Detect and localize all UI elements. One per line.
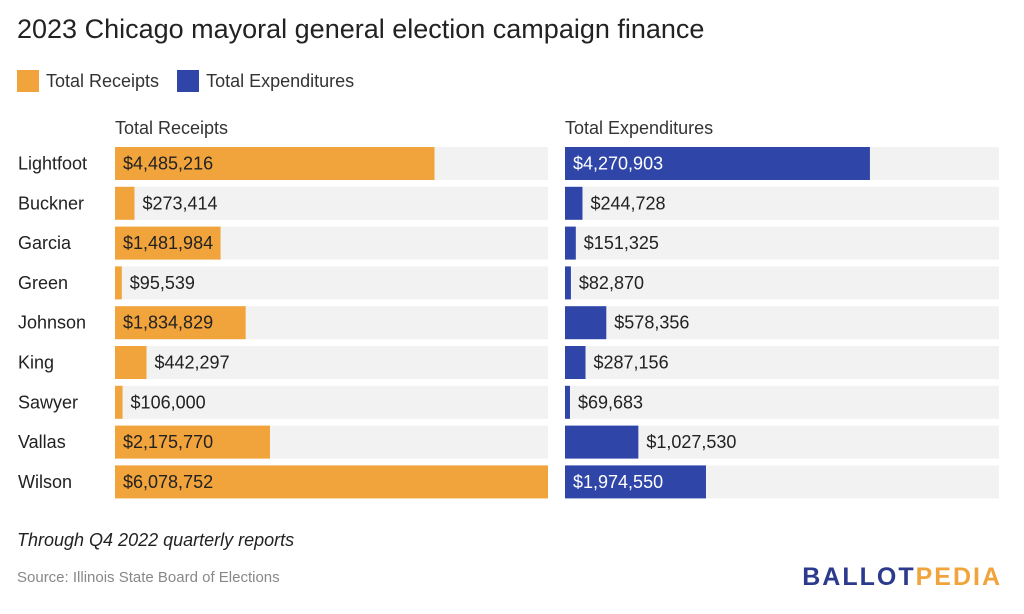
bar	[115, 226, 221, 260]
bar	[565, 226, 576, 260]
legend-label-receipts: Total Receipts	[46, 70, 160, 91]
category-label: King	[18, 353, 54, 373]
legend-swatch-receipts	[17, 70, 39, 92]
legend-item-receipts: Total Receipts	[17, 70, 159, 92]
bar	[565, 346, 586, 379]
category-label: Lightfoot	[18, 154, 87, 174]
bar	[565, 266, 571, 300]
data-label: $2,175,770	[123, 432, 213, 452]
data-label: $287,156	[594, 353, 669, 373]
bar-track	[565, 226, 999, 260]
panel-title: Total Receipts	[115, 118, 228, 138]
bar	[115, 266, 122, 300]
bar-track	[565, 346, 999, 379]
category-label: Johnson	[18, 313, 86, 333]
category-label: Vallas	[18, 432, 66, 452]
category-label: Buckner	[18, 193, 84, 213]
data-label: $69,683	[578, 392, 643, 412]
bar	[565, 465, 706, 499]
chart-title: 2023 Chicago mayoral general election ca…	[17, 14, 705, 44]
data-label: $82,870	[579, 273, 644, 293]
legend-item-expenditures: Total Expenditures	[177, 70, 354, 92]
bar	[115, 186, 135, 220]
logo-part-1: BALLOT	[802, 563, 916, 591]
bar	[565, 385, 570, 419]
ballotpedia-logo: BALLOTPEDIA	[802, 563, 1002, 592]
category-label: Garcia	[18, 233, 72, 253]
bar	[115, 385, 123, 419]
bar	[565, 186, 583, 220]
bar-track	[565, 266, 999, 300]
legend: Total Receipts Total Expenditures	[17, 70, 354, 92]
bar	[115, 425, 270, 459]
bar-chart: Lightfoot Buckner Garcia Green Johnson King Sa…	[18, 118, 999, 499]
bar-track	[565, 385, 999, 419]
data-label: $106,000	[131, 392, 206, 412]
data-label: $151,325	[584, 233, 659, 253]
bar	[565, 147, 870, 180]
category-label: Wilson	[18, 472, 72, 492]
bar	[115, 346, 147, 379]
data-label: $442,297	[155, 353, 230, 373]
bar	[115, 306, 246, 340]
legend-swatch-expenditures	[177, 70, 200, 92]
footnote: Through Q4 2022 quarterly reports	[17, 530, 295, 550]
bar	[565, 306, 607, 340]
category-label: Green	[18, 273, 68, 293]
bar-track	[115, 385, 548, 419]
panel-title: Total Expenditures	[565, 118, 713, 138]
logo-part-2: PEDIA	[915, 563, 1002, 591]
data-label: $1,974,550	[573, 472, 663, 492]
data-label: $4,270,903	[573, 154, 663, 174]
bar	[115, 147, 435, 180]
data-label: $273,414	[142, 193, 217, 213]
data-label: $4,485,216	[123, 154, 213, 174]
bar-track	[565, 306, 999, 340]
data-label: $1,481,984	[123, 233, 213, 253]
bar-track	[115, 346, 548, 379]
data-label: $95,539	[130, 273, 195, 293]
bar	[565, 425, 639, 459]
data-label: $1,027,530	[646, 432, 736, 452]
legend-label-expenditures: Total Expenditures	[206, 70, 355, 91]
data-label: $578,356	[614, 313, 689, 333]
category-label: Sawyer	[18, 392, 78, 412]
source-note: Source: Illinois State Board of Election…	[17, 569, 280, 586]
bar-track	[115, 186, 548, 220]
data-label: $1,834,829	[123, 313, 213, 333]
bar-track	[565, 186, 999, 220]
data-label: $6,078,752	[123, 472, 213, 492]
bar	[115, 465, 548, 499]
bar-track	[115, 266, 548, 300]
data-label: $244,728	[590, 193, 665, 213]
